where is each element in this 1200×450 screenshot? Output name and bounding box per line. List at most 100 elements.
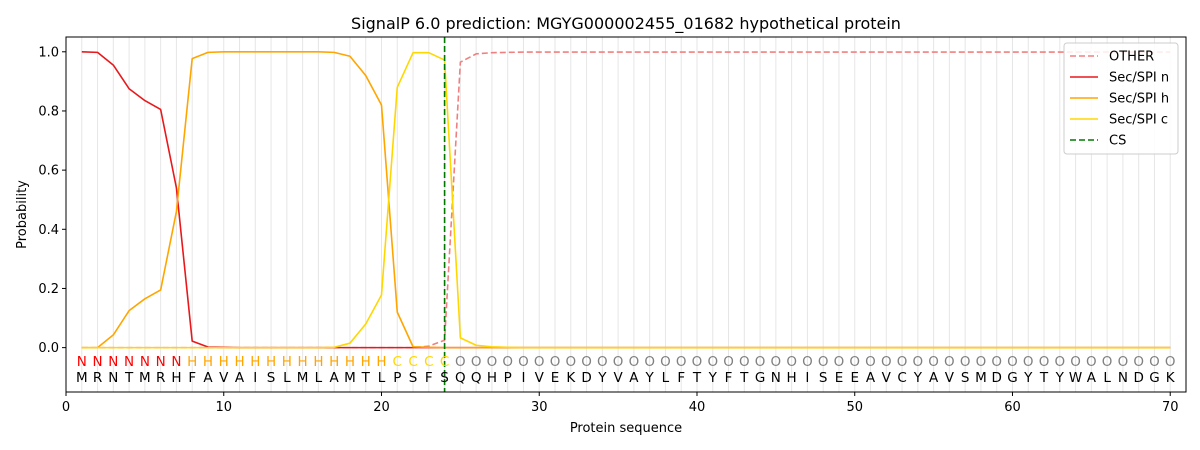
residue-label: E xyxy=(551,370,560,386)
residue-label: Y xyxy=(1055,370,1065,386)
region-label: H xyxy=(329,354,339,370)
residue-label: L xyxy=(315,370,323,386)
region-label: H xyxy=(187,354,197,370)
region-label: O xyxy=(1165,354,1176,370)
x-tick-label: 40 xyxy=(689,400,706,415)
residue-label: D xyxy=(992,370,1002,386)
residue-label: A xyxy=(203,370,213,386)
region-label: N xyxy=(140,354,150,370)
region-label: O xyxy=(565,354,576,370)
region-label: O xyxy=(944,354,955,370)
region-label: O xyxy=(1133,354,1144,370)
residue-label: M xyxy=(139,370,151,386)
grid-lines xyxy=(81,37,1171,392)
residue-label: L xyxy=(378,370,386,386)
residue-label: L xyxy=(283,370,291,386)
region-label: N xyxy=(108,354,118,370)
residue-label: L xyxy=(1103,370,1111,386)
region-label: O xyxy=(897,354,908,370)
residue-label: H xyxy=(171,370,181,386)
legend-label: OTHER xyxy=(1109,50,1154,65)
x-tick-label: 60 xyxy=(1004,400,1021,415)
x-tick-label: 0 xyxy=(62,400,70,415)
region-label: N xyxy=(92,354,102,370)
residue-label: V xyxy=(535,370,545,386)
residue-label: T xyxy=(692,370,702,386)
region-label: O xyxy=(550,354,561,370)
y-tick-label: 0.6 xyxy=(38,164,59,179)
residue-label: V xyxy=(945,370,955,386)
region-label: C xyxy=(393,354,402,370)
residue-label: Y xyxy=(645,370,655,386)
region-label: O xyxy=(786,354,797,370)
region-label: O xyxy=(1007,354,1018,370)
residue-label: A xyxy=(235,370,245,386)
residue-label: F xyxy=(425,370,433,386)
residue-label: I xyxy=(253,370,257,386)
residue-label: A xyxy=(330,370,340,386)
legend-label: Sec/SPI n xyxy=(1109,71,1169,86)
plot-frame xyxy=(65,36,1187,393)
region-label: O xyxy=(723,354,734,370)
region-label: H xyxy=(298,354,308,370)
legend-box xyxy=(1063,42,1179,155)
region-label: O xyxy=(1070,354,1081,370)
chart-title: SignalP 6.0 prediction: MGYG000002455_01… xyxy=(351,14,901,34)
residue-label: R xyxy=(93,370,102,386)
region-label: O xyxy=(1023,354,1034,370)
region-label: O xyxy=(471,354,482,370)
residue-label: S xyxy=(409,370,418,386)
region-label: C xyxy=(408,354,417,370)
region-label: O xyxy=(1149,354,1160,370)
x-tick-label: 50 xyxy=(846,400,863,415)
legend-label: Sec/SPI c xyxy=(1109,113,1168,128)
region-label: O xyxy=(834,354,845,370)
region-label: O xyxy=(455,354,466,370)
region-label: O xyxy=(613,354,624,370)
region-label: H xyxy=(361,354,371,370)
x-tick-label: 20 xyxy=(373,400,390,415)
residue-label: T xyxy=(124,370,134,386)
residue-label: G xyxy=(1007,370,1017,386)
region-label: O xyxy=(660,354,671,370)
legend: OTHER Sec/SPI n Sec/SPI h Sec/SPI c CS xyxy=(1063,42,1179,155)
region-label: O xyxy=(597,354,608,370)
residue-label: H xyxy=(487,370,497,386)
residue-label: I xyxy=(521,370,525,386)
residue-label: M xyxy=(76,370,88,386)
residue-label: E xyxy=(835,370,844,386)
residue-label: F xyxy=(725,370,733,386)
region-label: O xyxy=(692,354,703,370)
residue-label: V xyxy=(882,370,892,386)
residue-label: P xyxy=(393,370,401,386)
region-label: O xyxy=(1086,354,1097,370)
region-label: O xyxy=(771,354,782,370)
region-label: O xyxy=(534,354,545,370)
residue-label: N xyxy=(1118,370,1128,386)
y-tick-label: 0.8 xyxy=(38,104,59,119)
region-label: O xyxy=(818,354,829,370)
region-label: N xyxy=(124,354,134,370)
residue-label: A xyxy=(866,370,876,386)
region-label: O xyxy=(1054,354,1065,370)
residue-label: Y xyxy=(708,370,718,386)
region-label: O xyxy=(976,354,987,370)
residue-label: Y xyxy=(597,370,607,386)
region-label: H xyxy=(282,354,292,370)
residue-label: Q xyxy=(471,370,482,386)
residue-label: S xyxy=(961,370,970,386)
residue-label: F xyxy=(188,370,196,386)
y-tick-label: 0.0 xyxy=(38,341,59,356)
region-label: H xyxy=(376,354,386,370)
x-tick-label: 10 xyxy=(215,400,232,415)
region-label: O xyxy=(644,354,655,370)
region-label: O xyxy=(913,354,924,370)
region-label: O xyxy=(707,354,718,370)
x-tick-label: 30 xyxy=(531,400,548,415)
legend-label: Sec/SPI h xyxy=(1109,92,1169,107)
residue-label: F xyxy=(677,370,685,386)
residue-label: H xyxy=(787,370,797,386)
region-label: O xyxy=(1039,354,1050,370)
residue-label: V xyxy=(613,370,623,386)
